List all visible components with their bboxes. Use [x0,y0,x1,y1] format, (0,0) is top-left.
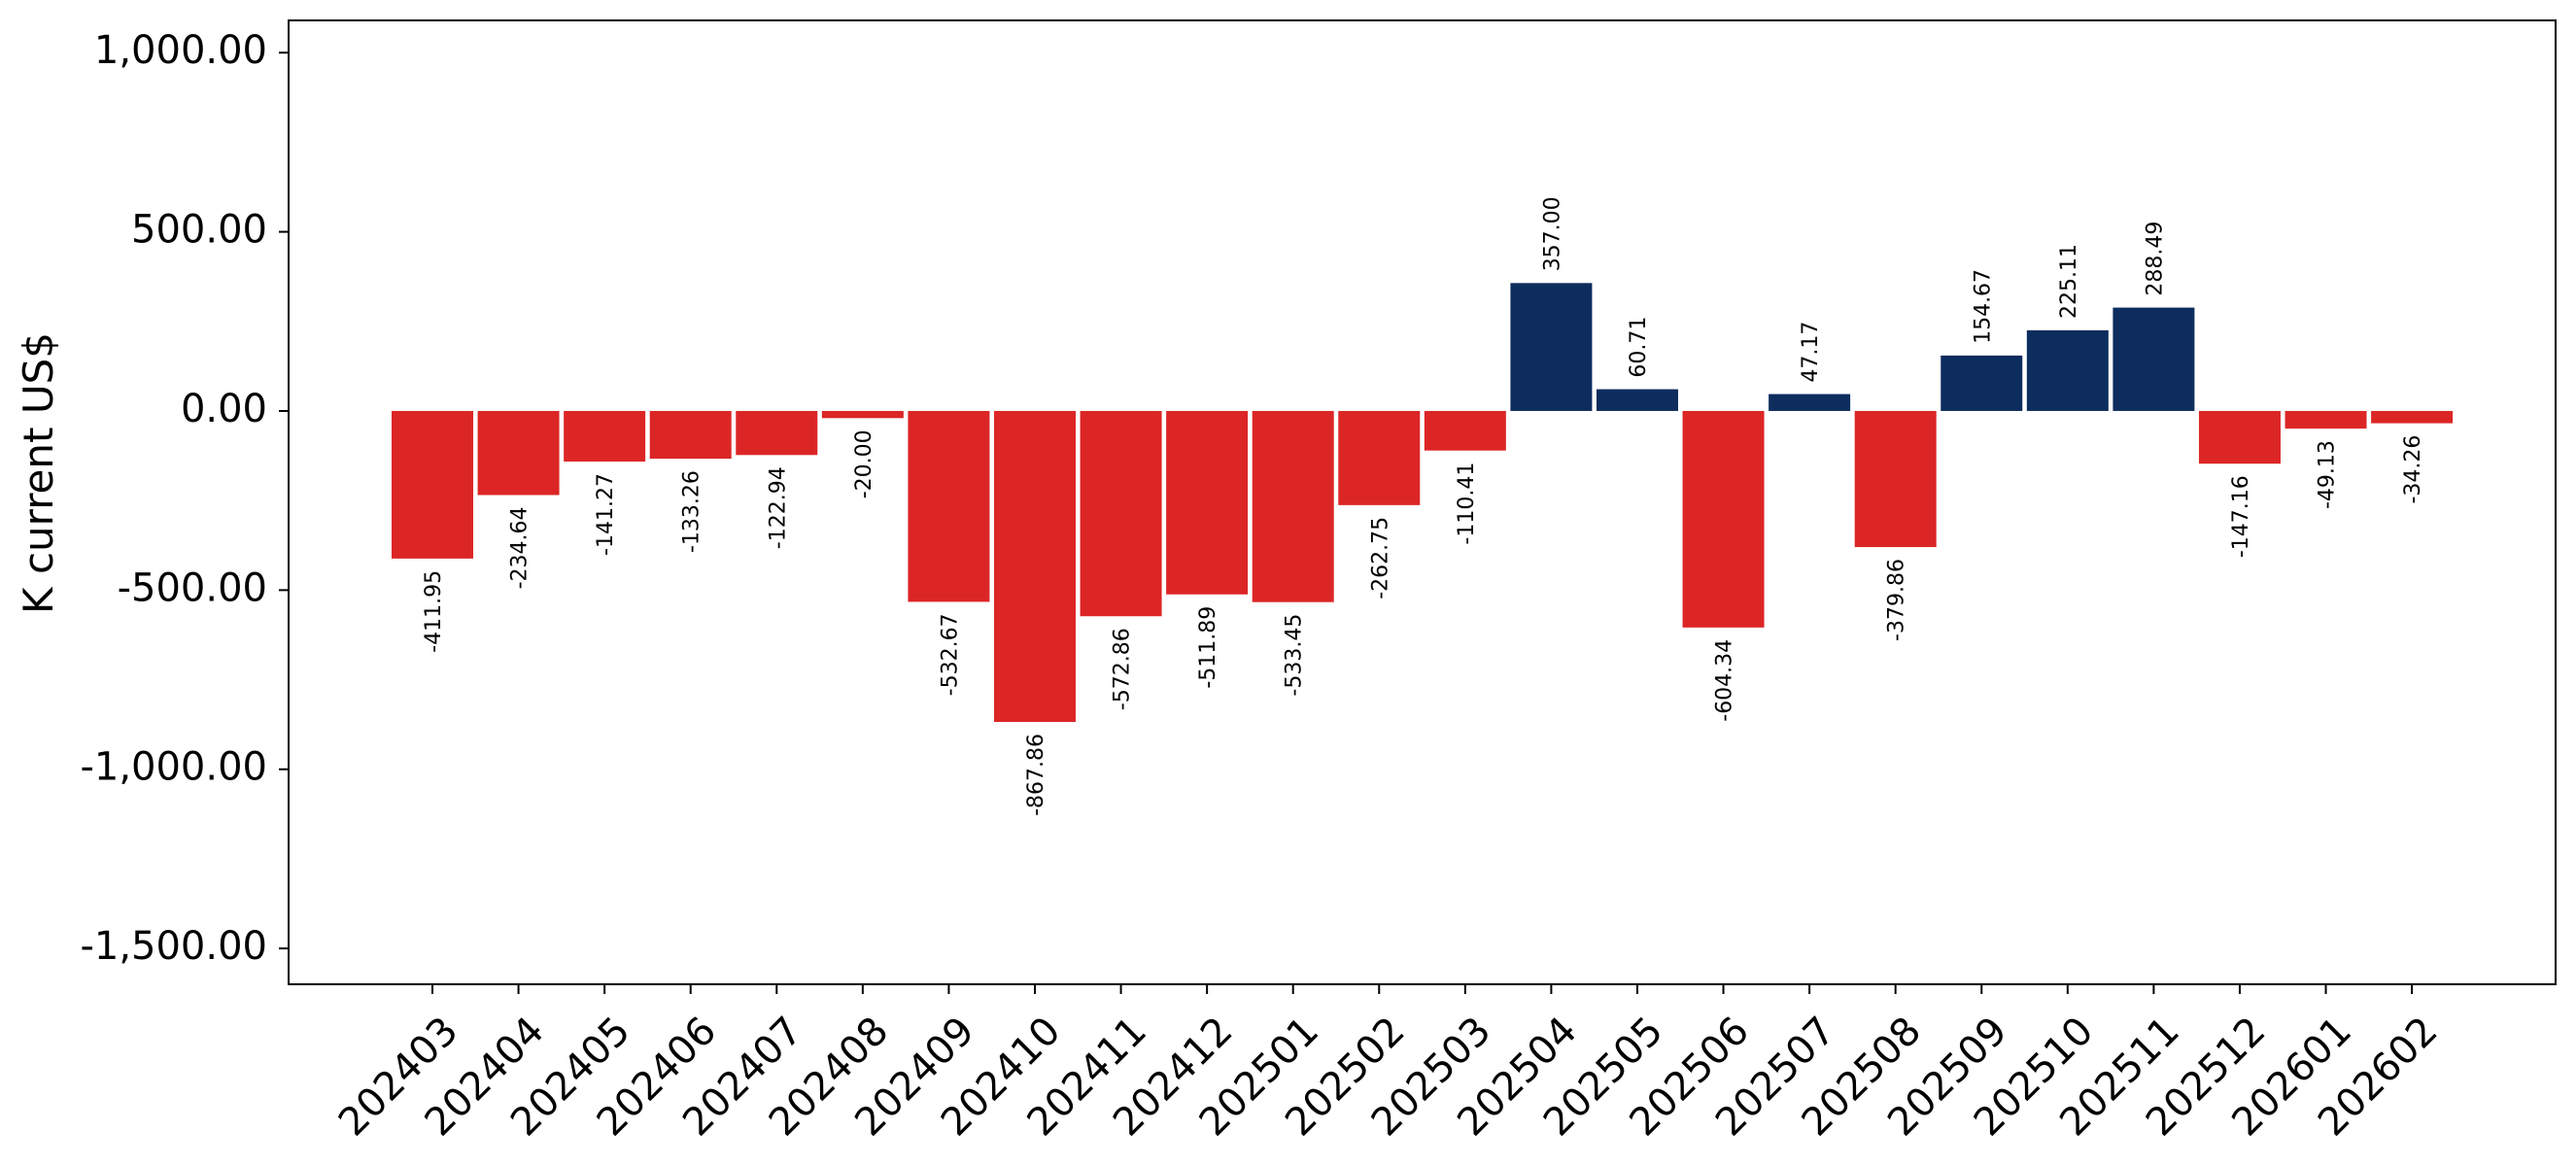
bar-202404 [477,410,560,496]
bar-202602 [2371,410,2454,424]
data-label-202507: 47.17 [1799,322,1823,383]
bar-202502 [1338,410,1421,505]
bar-202503 [1424,410,1506,451]
y-axis-label: K current US$ [15,332,62,614]
data-label-202407: -122.94 [766,466,790,549]
bar-202508 [1854,410,1937,548]
data-label-202411: -572.86 [1111,628,1135,710]
data-label-202504: 357.00 [1540,196,1564,271]
bar-202507 [1769,394,1851,411]
bar-202408 [821,410,904,419]
bars-layer [392,283,2454,723]
bar-202409 [908,410,990,602]
y-tick-label: 1,000.00 [94,28,267,73]
bar-202403 [392,410,473,559]
data-label-202410: -867.86 [1024,734,1048,816]
data-label-202510: 225.11 [2057,244,2081,319]
y-tick-label: -1,000.00 [80,745,267,790]
y-tick-label: -500.00 [118,565,267,610]
bar-202601 [2284,410,2367,429]
data-label-202501: -533.45 [1283,614,1307,697]
data-label-202403: -411.95 [422,570,446,653]
bar-202407 [736,410,818,456]
bar-202512 [2198,410,2281,464]
bar-202406 [649,410,732,460]
bar-202506 [1682,410,1765,628]
plot-frame [288,19,2557,985]
data-label-202505: 60.71 [1627,317,1651,378]
data-label-202404: -234.64 [508,506,532,589]
data-label-202511: 288.49 [2143,222,2167,296]
data-label-202509: 154.67 [1971,269,1995,344]
data-label-202412: -511.89 [1196,606,1220,689]
data-label-202408: -20.00 [852,429,876,498]
bar-202504 [1510,283,1593,411]
data-label-202406: -133.26 [680,470,704,553]
y-tick-label: -1,500.00 [80,924,267,969]
x-axis: 2024032024042024052024062024072024082024… [330,984,2447,1145]
data-label-202503: -110.41 [1455,463,1479,545]
data-labels-layer: -411.95 -234.64 -141.27 -133.26 -122.94 -20.0… [422,196,2425,816]
data-label-202405: -141.27 [594,473,618,556]
data-label-202502: -262.75 [1368,517,1392,600]
data-label-202602: -34.26 [2401,435,2425,504]
bar-202505 [1596,389,1678,411]
data-label-202409: -532.67 [938,613,962,696]
bar-202501 [1252,410,1334,602]
bar-202412 [1166,410,1249,595]
bar-202405 [564,410,646,463]
data-label-202506: -604.34 [1713,639,1737,722]
data-label-202508: -379.86 [1885,559,1909,641]
bar-202511 [2112,307,2195,411]
y-tick-label: 0.00 [181,387,267,431]
y-tick-label: 500.00 [131,208,267,253]
bar-202411 [1080,410,1162,617]
bar-202510 [2026,329,2109,411]
data-label-202512: -147.16 [2229,475,2253,558]
bar-202509 [1941,355,2023,411]
data-label-202601: -49.13 [2316,440,2340,509]
bar-202410 [993,410,1076,723]
y-axis: 1,000.00 500.00 0.00 -500.00 -1,000.00 -1,500… [80,28,289,969]
